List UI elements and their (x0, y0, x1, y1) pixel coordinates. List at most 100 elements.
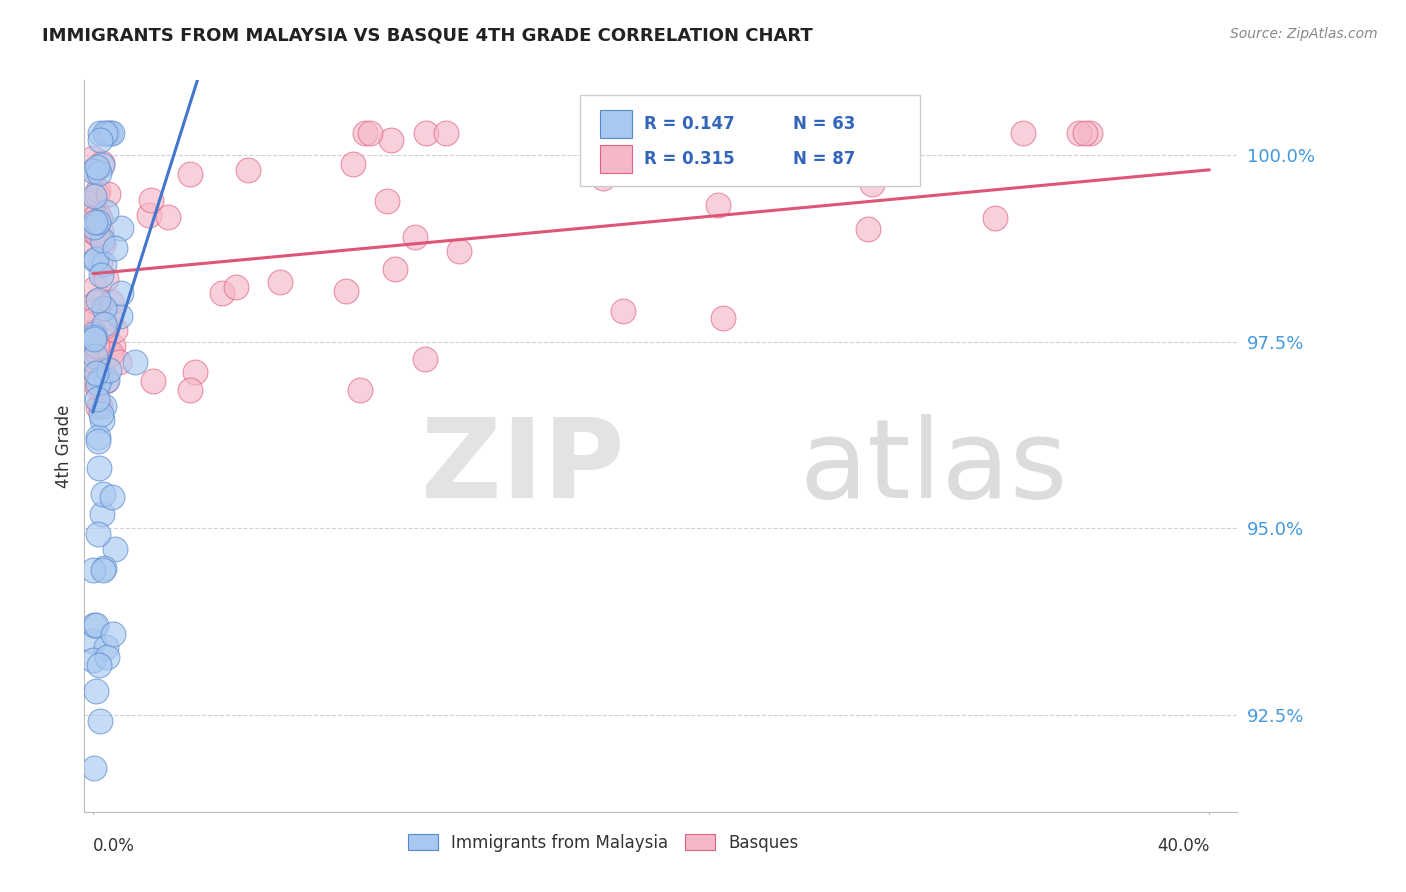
Point (83, 252, 105, 267)
Point (83, 353, 105, 368)
Point (179, 384, 201, 398)
Point (83, 332, 105, 346)
Point (90, 407, 112, 421)
Point (769, 126, 792, 140)
Point (82, 313, 104, 327)
Point (100, 294, 122, 309)
Point (83, 618, 105, 632)
Point (104, 241, 127, 255)
Point (384, 262, 406, 277)
Point (856, 222, 879, 236)
Text: IMMIGRANTS FROM MALAYSIA VS BASQUE 4TH GRADE CORRELATION CHART: IMMIGRANTS FROM MALAYSIA VS BASQUE 4TH G… (42, 27, 813, 45)
Point (84, 683, 107, 698)
Point (82, 196, 104, 211)
Text: ZIP: ZIP (420, 415, 624, 522)
Point (91, 487, 114, 501)
Point (97, 363, 120, 377)
Point (413, 352, 436, 367)
Text: atlas: atlas (799, 415, 1067, 522)
Point (89, 372, 111, 386)
Point (142, 374, 165, 388)
Point (101, 126, 124, 140)
Point (179, 167, 201, 181)
Point (375, 194, 398, 209)
Point (83, 330, 105, 344)
Point (349, 383, 371, 397)
Point (96, 640, 118, 655)
Point (91, 236, 114, 251)
Point (93, 301, 115, 315)
Point (335, 284, 357, 298)
Point (82, 563, 104, 577)
Point (89, 212, 111, 227)
Point (94, 272, 117, 286)
Point (83, 325, 105, 339)
Point (83, 326, 105, 341)
Point (89, 254, 111, 268)
Point (87, 400, 110, 414)
Point (404, 229, 426, 244)
Point (851, 133, 873, 147)
Point (96, 373, 118, 387)
Text: R = 0.315: R = 0.315 (644, 150, 734, 168)
Point (90, 507, 112, 521)
Point (87, 430, 110, 444)
Point (100, 490, 122, 504)
Point (783, 142, 806, 156)
Legend: Immigrants from Malaysia, Basques: Immigrants from Malaysia, Basques (401, 827, 806, 858)
Point (138, 208, 160, 222)
Point (89, 133, 111, 147)
Point (94, 126, 117, 140)
Point (612, 303, 634, 318)
Point (83, 236, 105, 251)
Point (91, 563, 114, 577)
Point (711, 311, 734, 326)
Point (108, 310, 131, 324)
Point (84, 366, 107, 380)
Point (86, 367, 108, 381)
Point (141, 193, 163, 207)
Point (83, 215, 105, 229)
Point (101, 338, 124, 352)
Point (86, 339, 108, 353)
Point (91, 233, 114, 247)
Point (87, 293, 110, 307)
Point (104, 541, 127, 556)
Point (713, 126, 735, 140)
Point (225, 279, 247, 293)
Point (342, 156, 364, 170)
Text: N = 63: N = 63 (793, 115, 856, 133)
Point (89, 714, 111, 728)
Point (107, 355, 129, 369)
Point (86, 188, 108, 202)
Bar (600, 145, 633, 173)
Point (100, 346, 122, 360)
Point (89, 126, 111, 140)
Bar (600, 110, 633, 137)
Point (82, 634, 104, 648)
Point (87, 658, 110, 673)
Point (415, 126, 437, 140)
Point (104, 323, 127, 337)
Point (96, 126, 118, 140)
Point (87, 215, 110, 229)
Point (91, 155, 114, 169)
Point (86, 392, 108, 406)
Point (90, 268, 112, 283)
Point (84, 376, 107, 390)
Point (434, 126, 457, 140)
Point (359, 126, 381, 140)
Point (755, 126, 778, 140)
Text: 40.0%: 40.0% (1157, 837, 1209, 855)
Point (83, 220, 105, 235)
Point (110, 221, 132, 235)
Point (110, 286, 132, 301)
Point (707, 198, 730, 212)
FancyBboxPatch shape (581, 95, 921, 186)
Point (87, 434, 110, 449)
Point (86, 227, 108, 241)
Point (380, 133, 402, 147)
Point (90, 413, 112, 427)
Point (83, 761, 105, 775)
Point (87, 166, 110, 180)
